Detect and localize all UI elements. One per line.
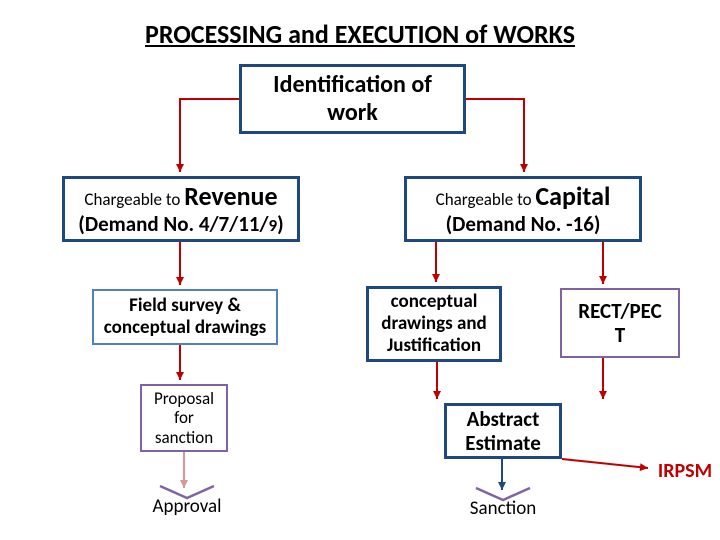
rect-pec-box: RECT/PEC T (560, 288, 680, 358)
irpsm-label: IRPSM (650, 458, 720, 484)
capital-demand: (Demand No. -16) (446, 212, 601, 236)
revenue-demand: (Demand No. 4/7/11/ (78, 211, 268, 237)
abstract-box: Abstract Estimate (444, 403, 562, 459)
revenue-prefix: Chargeable to (84, 189, 184, 210)
sanction-label: Sanction (453, 494, 553, 524)
conceptual-box: conceptual drawings and Justification (366, 286, 502, 362)
capital-word: Capital (535, 180, 610, 212)
proposal-box: Proposal for sanction (140, 384, 228, 452)
field-survey-box: Field survey & conceptual drawings (92, 289, 278, 345)
capital-prefix: Chargeable to (436, 189, 536, 210)
revenue-demand-end: ) (277, 211, 284, 237)
capital-box: Chargeable to Capital (Demand No. -16) (404, 176, 642, 242)
revenue-demand-9: 9 (269, 215, 278, 236)
revenue-box: Chargeable to Revenue (Demand No. 4/7/11… (62, 176, 300, 242)
page-title: PROCESSING and EXECUTION of WORKS (0, 0, 720, 50)
approval-label: Approval (132, 492, 242, 522)
revenue-word: Revenue (184, 180, 277, 212)
identification-box: Identification of work (239, 64, 466, 134)
